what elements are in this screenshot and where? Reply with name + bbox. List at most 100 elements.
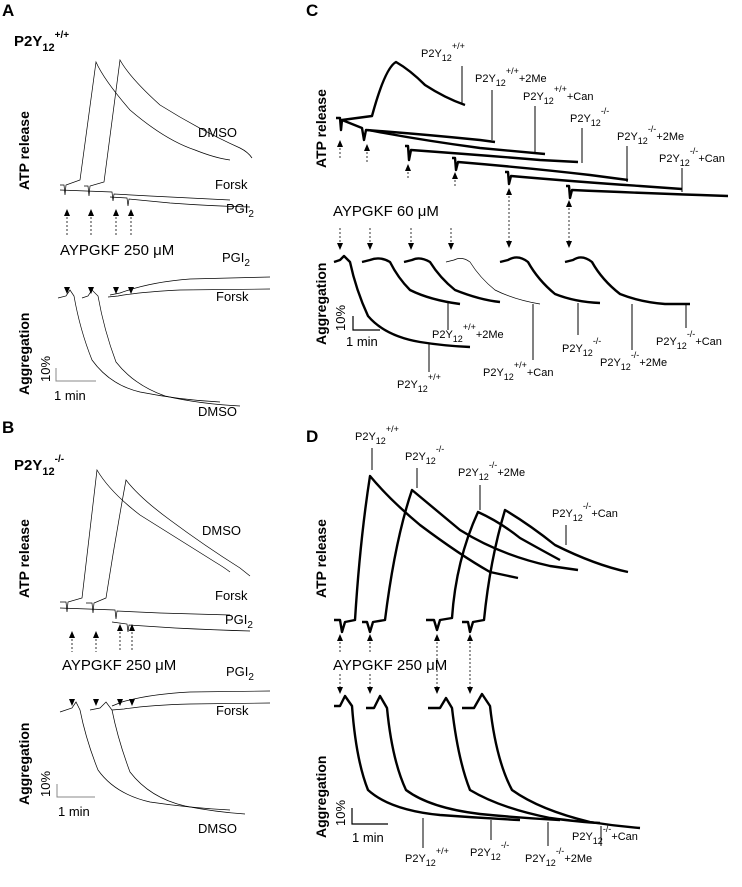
panel-a-letter: A: [2, 1, 14, 20]
panel-b-arrowhead-down-2: [93, 699, 99, 706]
panel-a-atp-pgi2-trace: [109, 196, 251, 208]
panel-d-aggregation-axis-title: Aggregation: [313, 756, 329, 838]
panel-d-scale-bar: [351, 808, 388, 825]
panel-b-atp-label-pgi2: PGI2: [225, 612, 253, 631]
panel-d-atp-trace-2: [362, 488, 579, 634]
panel-b: B P2Y12-/- ATP release Aggregation DMSO …: [2, 418, 271, 836]
panel-d-atp-trace-1: [334, 474, 519, 634]
panel-b-agg-label-forsk: Forsk: [216, 703, 249, 718]
panel-a-atp-dmso-trace-1: [60, 60, 231, 196]
panel-a-scale-y: 10%: [38, 356, 53, 382]
panel-d-agg-trace-4: [462, 692, 641, 830]
panel-c-agg-label-4: P2Y12-/-: [562, 336, 601, 358]
panel-a-agg-label-forsk: Forsk: [216, 289, 249, 304]
panel-a-agg-dmso-trace-1: [57, 289, 221, 403]
panel-a-genotype: P2Y12+/+: [14, 30, 69, 54]
panel-c-arrowhead-down-2: [367, 243, 373, 250]
panel-c-atp-trace-1: [336, 60, 466, 132]
panel-a-atp-dmso-trace-2: [84, 58, 253, 197]
panel-c-arrowhead-up-5: [506, 188, 512, 195]
panel-c-scale-y: 10%: [333, 305, 348, 331]
panel-c-atp-label-1: P2Y12+/+: [421, 41, 465, 63]
panel-a-atp-label-forsk: Forsk: [215, 177, 248, 192]
panel-c-agg-trace-1: [333, 254, 471, 349]
panel-c-arrowhead-down-4: [448, 243, 454, 250]
panel-b-agonist: AYPGKF 250 μM: [62, 657, 176, 674]
panel-c-arrows: [337, 140, 572, 250]
panel-b-letter: B: [2, 418, 14, 437]
panel-c-agg-label-1: P2Y12+/+: [397, 372, 441, 394]
panel-d-scale-x: 1 min: [352, 830, 384, 845]
panel-a-aggregation-axis-title: Aggregation: [16, 313, 32, 395]
panel-b-atp-dmso-trace-1: [60, 468, 231, 613]
panel-a-agg-label-pgi2: PGI2: [222, 250, 250, 269]
panel-c-arrowhead-up-1: [337, 140, 343, 147]
panel-b-atp-forsk-trace: [59, 607, 231, 620]
panel-a-scale-bar: [55, 368, 96, 382]
panel-c-agg-label-2: P2Y12+/++2Me: [432, 322, 504, 344]
panel-c-agg-trace-2: [361, 257, 461, 306]
panel-d-agg-label-4: P2Y12-/-+Can: [572, 824, 638, 846]
panel-a-agg-label-dmso: DMSO: [198, 404, 237, 419]
panel-d-atp-trace-4: [462, 508, 629, 634]
panel-a-agonist: AYPGKF 250 μM: [60, 242, 174, 259]
panel-a-agg-dmso-trace-2: [81, 289, 241, 407]
panel-b-atp-label-forsk: Forsk: [215, 588, 248, 603]
panel-b-atp-label-dmso: DMSO: [202, 523, 241, 538]
panel-a-atp-forsk-trace: [59, 189, 231, 202]
panel-c-arrowhead-up-3: [405, 164, 411, 171]
panel-b-agg-label-pgi2: PGI2: [226, 664, 254, 683]
panel-c-atp-label-6: P2Y12-/-+Can: [659, 146, 725, 168]
panel-a-atp-label-dmso: DMSO: [198, 125, 237, 140]
panel-d-arrowhead-down-2: [367, 687, 373, 694]
panel-a-arrowhead-up-2: [88, 209, 94, 216]
panel-d-arrowhead-up-4: [467, 634, 473, 641]
panel-c-agg-label-5: P2Y12-/-+2Me: [600, 350, 667, 372]
panel-a-atp-label-pgi2: PGI2: [226, 201, 254, 220]
panel-d-atp-label-3: P2Y12-/-+2Me: [458, 460, 525, 482]
panel-c-scale-x: 1 min: [346, 334, 378, 349]
panel-c-agg-label-3: P2Y12+/++Can: [483, 360, 553, 382]
panel-a-arrowhead-down-1: [64, 287, 70, 294]
panel-d-agg-label-2: P2Y12-/-: [470, 840, 509, 862]
panel-b-scale-x: 1 min: [58, 804, 90, 819]
panel-b-genotype: P2Y12-/-: [14, 454, 64, 478]
panel-c-aggregation-axis-title: Aggregation: [313, 263, 329, 345]
panel-d-atp-axis-title: ATP release: [313, 519, 329, 598]
panel-a-arrowhead-up-3: [113, 209, 119, 216]
panel-d-atp-label-4: P2Y12-/-+Can: [552, 501, 618, 523]
panel-c-arrowhead-up-6: [566, 200, 572, 207]
panel-c-atp-trace-2: [341, 118, 496, 144]
panel-c-atp-label-4: P2Y12-/-: [570, 106, 609, 128]
panel-b-arrowhead-down-4: [129, 699, 135, 706]
panel-a: A P2Y12+/+ ATP release Aggregation DMSO …: [2, 1, 271, 419]
panel-c-atp-axis-title: ATP release: [313, 89, 329, 168]
panel-c-scale-bar: [352, 316, 380, 331]
panel-b-agg-dmso-trace-1: [59, 701, 231, 811]
panel-a-scale-x: 1 min: [54, 388, 86, 403]
panel-d-letter: D: [306, 427, 318, 446]
panel-d-arrows: [337, 634, 473, 694]
panel-c-agg-label-6: P2Y12-/-+Can: [656, 329, 722, 351]
panel-d-agg-trace-2: [366, 694, 561, 822]
panel-a-atp-axis-title: ATP release: [16, 111, 32, 190]
panel-c-atp-label-3: P2Y12+/++Can: [523, 84, 593, 106]
panel-d-arrowhead-up-3: [434, 634, 440, 641]
panel-b-agg-dmso-trace-2: [89, 701, 246, 815]
panel-a-agg-pgi2-trace: [109, 276, 271, 296]
panel-d-scale-y: 10%: [333, 800, 348, 826]
panel-a-arrows: [64, 209, 134, 294]
panel-b-arrowhead-up-1: [69, 631, 75, 638]
panel-c-atp-trace-7: [566, 184, 729, 200]
panel-c-atp-trace-6: [505, 170, 683, 191]
panel-b-scale-bar: [56, 784, 95, 798]
panel-b-arrowhead-up-4: [129, 624, 135, 631]
panel-b-atp-dmso-trace-2: [86, 479, 251, 614]
panel-c-atp-label-2: P2Y12+/++2Me: [475, 66, 547, 88]
panel-b-atp-pgi2-trace: [111, 621, 251, 633]
panel-d-arrowhead-down-1: [337, 687, 343, 694]
panel-b-agg-label-dmso: DMSO: [198, 821, 237, 836]
panel-d-agg-trace-1: [334, 694, 521, 822]
panel-c-arrowhead-down-5: [506, 241, 512, 248]
panel-d-agg-label-3: P2Y12-/-+2Me: [525, 846, 592, 868]
